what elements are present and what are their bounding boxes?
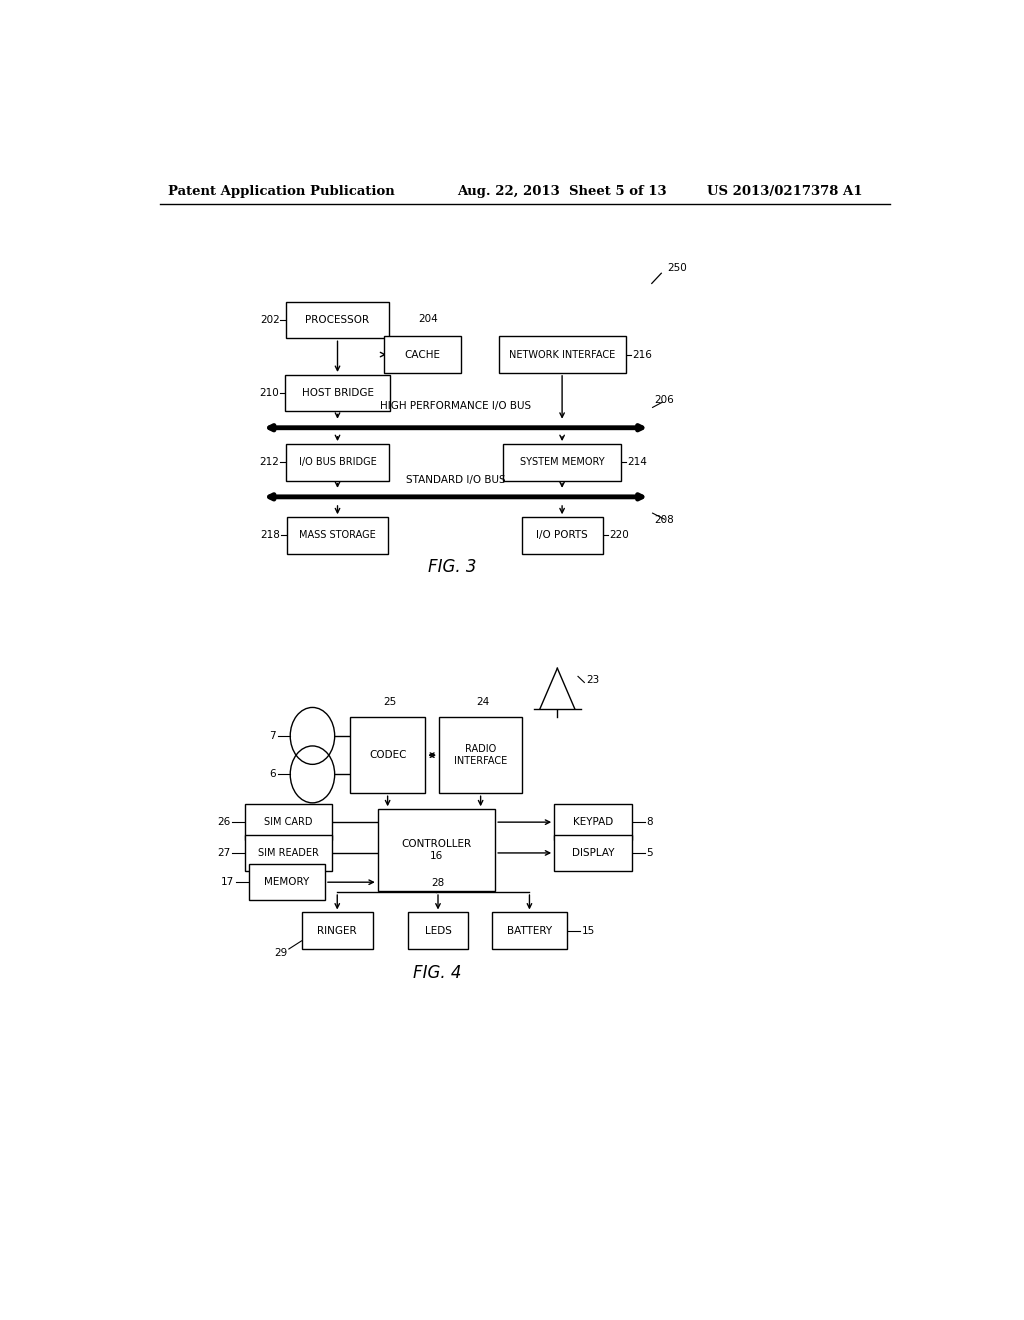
FancyBboxPatch shape bbox=[350, 717, 425, 793]
FancyBboxPatch shape bbox=[554, 834, 632, 871]
Text: 8: 8 bbox=[646, 817, 652, 828]
Text: FIG. 4: FIG. 4 bbox=[414, 964, 462, 982]
Text: LEDS: LEDS bbox=[425, 925, 452, 936]
FancyBboxPatch shape bbox=[286, 444, 389, 480]
Text: 27: 27 bbox=[217, 847, 230, 858]
Text: I/O BUS BRIDGE: I/O BUS BRIDGE bbox=[299, 457, 377, 467]
Text: 210: 210 bbox=[259, 388, 279, 399]
Text: 7: 7 bbox=[269, 731, 275, 741]
Text: 26: 26 bbox=[217, 817, 230, 828]
Text: 250: 250 bbox=[668, 263, 687, 273]
Text: DISPLAY: DISPLAY bbox=[571, 847, 614, 858]
FancyBboxPatch shape bbox=[286, 302, 389, 338]
Text: 15: 15 bbox=[582, 925, 595, 936]
Text: 24: 24 bbox=[476, 697, 489, 708]
Text: RINGER: RINGER bbox=[317, 925, 357, 936]
FancyBboxPatch shape bbox=[378, 809, 496, 891]
Text: PROCESSOR: PROCESSOR bbox=[305, 315, 370, 325]
Text: RADIO
INTERFACE: RADIO INTERFACE bbox=[454, 744, 507, 766]
Text: 28: 28 bbox=[431, 878, 444, 888]
Text: HIGH PERFORMANCE I/O BUS: HIGH PERFORMANCE I/O BUS bbox=[380, 401, 531, 412]
Text: 202: 202 bbox=[260, 315, 280, 325]
Text: KEYPAD: KEYPAD bbox=[572, 817, 613, 828]
Text: 6: 6 bbox=[269, 770, 275, 779]
FancyBboxPatch shape bbox=[521, 517, 602, 554]
FancyBboxPatch shape bbox=[245, 804, 332, 841]
Text: Patent Application Publication: Patent Application Publication bbox=[168, 185, 394, 198]
FancyBboxPatch shape bbox=[245, 834, 332, 871]
FancyBboxPatch shape bbox=[285, 375, 390, 412]
Text: 214: 214 bbox=[627, 457, 647, 467]
Text: NETWORK INTERFACE: NETWORK INTERFACE bbox=[509, 350, 615, 359]
Text: I/O PORTS: I/O PORTS bbox=[537, 531, 588, 540]
FancyBboxPatch shape bbox=[504, 444, 621, 480]
FancyBboxPatch shape bbox=[249, 863, 325, 900]
FancyBboxPatch shape bbox=[409, 912, 468, 949]
Text: STANDARD I/O BUS: STANDARD I/O BUS bbox=[406, 475, 506, 484]
Text: CODEC: CODEC bbox=[369, 750, 407, 760]
Text: 220: 220 bbox=[609, 531, 629, 540]
Text: MASS STORAGE: MASS STORAGE bbox=[299, 531, 376, 540]
Text: 208: 208 bbox=[654, 515, 674, 525]
Text: 5: 5 bbox=[646, 847, 652, 858]
FancyBboxPatch shape bbox=[384, 337, 462, 372]
Text: 17: 17 bbox=[221, 878, 234, 887]
Text: SIM READER: SIM READER bbox=[258, 847, 318, 858]
Text: SYSTEM MEMORY: SYSTEM MEMORY bbox=[520, 457, 604, 467]
FancyBboxPatch shape bbox=[301, 912, 373, 949]
Text: US 2013/0217378 A1: US 2013/0217378 A1 bbox=[708, 185, 863, 198]
Text: FIG. 3: FIG. 3 bbox=[428, 558, 476, 576]
Text: 204: 204 bbox=[419, 314, 438, 325]
Text: 206: 206 bbox=[654, 396, 674, 405]
Text: Aug. 22, 2013  Sheet 5 of 13: Aug. 22, 2013 Sheet 5 of 13 bbox=[458, 185, 667, 198]
Text: CONTROLLER
16: CONTROLLER 16 bbox=[401, 840, 471, 861]
Text: MEMORY: MEMORY bbox=[264, 878, 309, 887]
Text: HOST BRIDGE: HOST BRIDGE bbox=[301, 388, 374, 399]
Text: 212: 212 bbox=[260, 457, 280, 467]
Text: 29: 29 bbox=[274, 948, 288, 958]
Text: 25: 25 bbox=[384, 697, 397, 708]
FancyBboxPatch shape bbox=[439, 717, 522, 793]
FancyBboxPatch shape bbox=[287, 517, 388, 554]
FancyBboxPatch shape bbox=[499, 337, 626, 372]
Text: SIM CARD: SIM CARD bbox=[264, 817, 312, 828]
Text: 218: 218 bbox=[260, 531, 281, 540]
Text: 23: 23 bbox=[587, 676, 600, 685]
FancyBboxPatch shape bbox=[554, 804, 632, 841]
Text: BATTERY: BATTERY bbox=[507, 925, 552, 936]
Text: CACHE: CACHE bbox=[404, 350, 440, 359]
FancyBboxPatch shape bbox=[492, 912, 567, 949]
Text: 216: 216 bbox=[632, 350, 652, 359]
